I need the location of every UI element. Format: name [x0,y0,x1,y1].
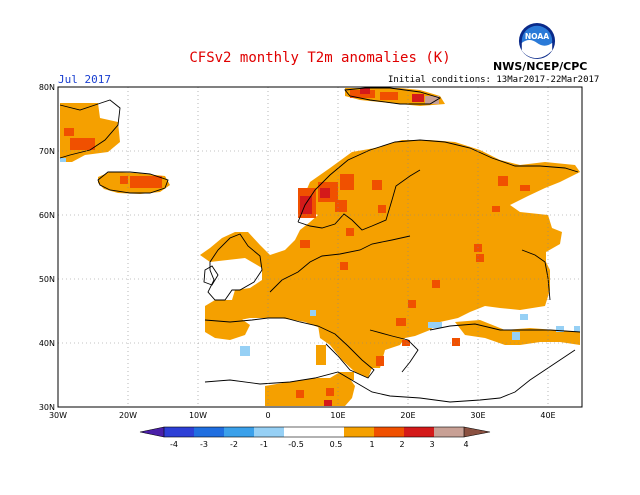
initial-conditions-label: Initial conditions: 13Mar2017-22Mar2017 [388,75,600,85]
lat-label-80n: 80N [39,83,55,92]
cool-anomaly-patches [60,158,580,356]
agency-label: NWS/NCEP/CPC [493,60,588,73]
longitude-labels: 30W 20W 10W 0 10E 20E 30E 40E [49,411,556,420]
forecast-month-label: Jul 2017 [58,73,111,86]
lat-label-50n: 50N [39,275,55,284]
extreme-anomaly-patch [425,96,439,104]
lon-label-20w: 20W [119,411,137,420]
colorbar-cell-4 [224,427,254,437]
caspian-coast [521,249,551,301]
colorbar-tick-m05: -0.5 [288,440,304,449]
colorbar-cell-7 [314,427,344,437]
colorbar-cell-8 [344,427,374,437]
colorbar-tick-m3: -3 [200,440,208,449]
mediterranean-north-coast [204,317,375,379]
latitude-labels: 80N 70N 60N 50N 40N 30N [39,83,55,412]
scandinavia-arctic-coast [297,139,579,223]
logo-text: NOAA [525,32,549,41]
north-africa-region [265,372,355,406]
north-africa-coast [204,349,576,403]
colorbar-cell-2 [164,427,194,437]
colorbar-cell-5 [254,427,284,437]
iceland-coast [97,171,169,194]
graticule [58,87,582,407]
colorbar-tick-m4: -4 [170,440,178,449]
lat-label-60n: 60N [39,211,55,220]
ireland-coast [203,265,219,286]
north-europe-coast [269,235,411,293]
colorbar-tick-05: 0.5 [330,440,343,449]
map-frame [57,86,583,408]
lon-label-10w: 10W [189,411,207,420]
lon-label-30w: 30W [49,411,67,420]
lat-label-40n: 40N [39,339,55,348]
lon-label-40e: 40E [540,411,555,420]
colorbar-cell-11 [434,427,464,437]
colorbar-cell-3 [194,427,224,437]
italy-region [318,325,372,378]
chart-title: CFSv2 monthly T2m anomalies (K) [189,50,451,66]
colorbar-tick-2: 2 [399,440,404,449]
iberia-region [205,318,250,340]
europe-main-region [200,140,580,368]
lat-label-30n: 30N [39,403,55,412]
colorbar-cell-12 [464,427,490,437]
colorbar: -4 -3 -2 -1 -0.5 0.5 1 2 3 4 [139,426,491,449]
colorbar-cell-10 [404,427,434,437]
colorbar-tick-4: 4 [463,440,468,449]
noaa-logo: NOAA [518,22,556,60]
colorbar-tick-3: 3 [429,440,434,449]
sardinia-region [316,345,326,365]
colorbar-cell-6 [284,427,314,437]
greenland-coast [59,99,121,159]
colorbar-tick-1: 1 [369,440,374,449]
black-sea-coast [429,323,581,333]
lat-label-70n: 70N [39,147,55,156]
sicily-region [340,372,354,380]
colorbar-cell-1 [140,427,164,437]
colorbar-tick-m2: -2 [230,440,238,449]
lon-label-0: 0 [265,411,270,420]
lon-label-20e: 20E [400,411,415,420]
greece-coast [369,329,419,373]
britain-coast [207,233,263,301]
lon-label-10e: 10E [330,411,345,420]
coastlines [59,87,581,403]
svalbard-coast [344,87,442,105]
baltic-coast [297,169,421,231]
lon-label-30e: 30E [470,411,485,420]
colorbar-tick-m1: -1 [260,440,268,449]
colorbar-cell-9 [374,427,404,437]
